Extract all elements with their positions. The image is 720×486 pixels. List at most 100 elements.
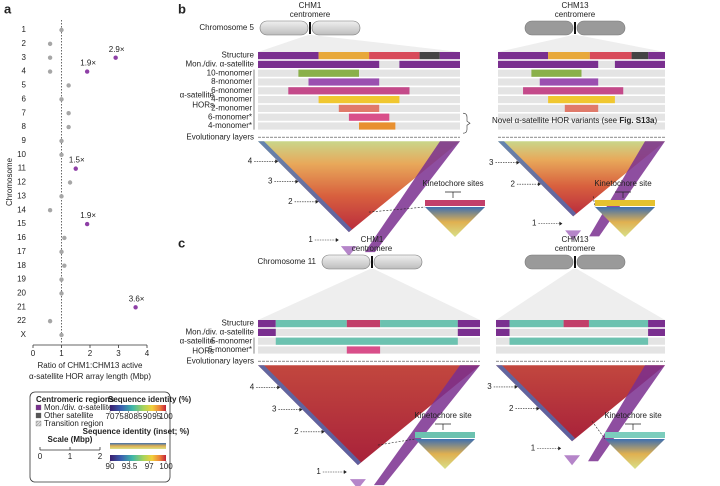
point — [59, 97, 64, 102]
zoom-fan — [258, 35, 460, 52]
track-segment — [588, 320, 649, 328]
legend-label: Transition region — [44, 419, 103, 428]
assembly-label: CHM13 — [561, 1, 589, 10]
track-segment — [359, 122, 396, 130]
point — [73, 166, 78, 171]
legend-box — [29, 391, 171, 483]
x-axis-label: Ratio of CHM1:CHM13 active — [38, 361, 143, 370]
inset-heatmap — [415, 439, 475, 469]
y-tick-label: 11 — [18, 164, 27, 173]
panel-letter: b — [178, 1, 186, 16]
track-segment — [648, 320, 665, 328]
kinetochore-mark — [615, 191, 631, 198]
inset-heatmap — [425, 207, 485, 237]
arrow-head — [536, 406, 540, 411]
note: Novel α-satellite HOR variants (see Fig.… — [492, 116, 657, 125]
point — [59, 152, 64, 157]
colorbar-tick-label: 90 — [143, 412, 152, 421]
kinetochore-mark — [445, 191, 461, 198]
track-segment — [509, 337, 649, 345]
colorbar-tick-label: 100 — [159, 412, 173, 421]
track-segment — [648, 328, 665, 336]
chromosome-label: Chromosome 11 — [257, 257, 316, 266]
colorbar-tick-label: 95 — [152, 412, 161, 421]
point — [62, 235, 67, 241]
track-segment — [648, 52, 665, 60]
point — [66, 83, 71, 88]
track — [496, 328, 665, 336]
y-tick-label: 10 — [17, 150, 26, 159]
value-label: 2.9× — [109, 45, 125, 54]
heatmap-edge — [258, 365, 361, 466]
kinetochore-mark — [435, 423, 451, 430]
track-segment — [298, 69, 359, 77]
y-tick-label: 6 — [22, 94, 27, 103]
layer-arrow-label: 2 — [510, 179, 515, 188]
track — [498, 122, 665, 130]
group-label: α-satellite — [180, 91, 215, 100]
point — [67, 180, 73, 185]
colorbar-tick-label: 97 — [145, 462, 154, 471]
point — [84, 221, 90, 227]
x-axis-label: α-satellite HOR array length (Mbp) — [29, 372, 151, 381]
inset-bar — [415, 432, 475, 438]
layer-arrow-label: 1 — [531, 443, 536, 452]
track-segment — [338, 104, 380, 112]
kinetochore-label: Kinetochore site — [604, 411, 662, 420]
assembly-label: CHM1 — [361, 235, 384, 244]
track-segment — [539, 78, 599, 86]
colorbar — [110, 455, 166, 461]
track-segment — [346, 346, 381, 354]
layers-label: Evolutionary layers — [186, 356, 254, 365]
arrow-head — [299, 407, 303, 412]
inset-bar — [425, 200, 485, 206]
chromosome — [311, 20, 361, 36]
y-tick-label: 12 — [17, 178, 26, 187]
layer-arrow-label: 1 — [316, 467, 321, 476]
chromosome-label: Chromosome 5 — [199, 23, 254, 32]
arrow-head — [558, 446, 562, 451]
track-segment — [563, 320, 589, 328]
track-label: 2-monomer — [211, 104, 252, 113]
track-segment — [564, 104, 599, 112]
zoom-fan — [258, 269, 480, 320]
x-tick-label: 1 — [59, 349, 64, 358]
heatmap — [258, 365, 480, 466]
track-label: Structure — [222, 51, 255, 60]
legend-title: Centromeric regions — [36, 395, 115, 404]
x-tick-label: 3 — [116, 349, 121, 358]
chromosome — [524, 20, 574, 36]
inset-heatmap — [605, 439, 665, 469]
scale-tick-label: 1 — [68, 452, 73, 461]
point — [59, 138, 64, 144]
track — [496, 346, 665, 354]
track-segment — [369, 52, 420, 60]
track-label: Structure — [222, 319, 255, 328]
colorbar-tick-label: 80 — [124, 412, 133, 421]
arrow-head — [516, 160, 520, 165]
legend-swatch — [35, 412, 42, 419]
x-tick-label: 2 — [88, 349, 93, 358]
track-segment — [496, 320, 510, 328]
heatmap — [498, 141, 665, 217]
point — [59, 27, 64, 33]
point — [62, 263, 67, 268]
value-label: 1.9× — [80, 59, 96, 68]
track-segment — [457, 320, 480, 328]
group-label: α-satellite — [180, 337, 215, 346]
track-segment — [258, 60, 380, 68]
panel-letter: c — [178, 235, 185, 250]
assembly-label: centromere — [352, 244, 393, 253]
track-segment — [288, 87, 410, 95]
heatmap-small — [349, 479, 366, 486]
panel-letter: a — [4, 1, 12, 16]
track-segment — [531, 69, 582, 77]
zoom-fan — [498, 35, 665, 52]
y-tick-label: X — [21, 330, 27, 339]
track-segment — [318, 52, 370, 60]
track-label: Mon./div. α-satellite — [186, 60, 255, 69]
track-segment — [258, 328, 276, 336]
value-label: 1.9× — [80, 211, 96, 220]
x-tick-label: 4 — [145, 349, 150, 358]
